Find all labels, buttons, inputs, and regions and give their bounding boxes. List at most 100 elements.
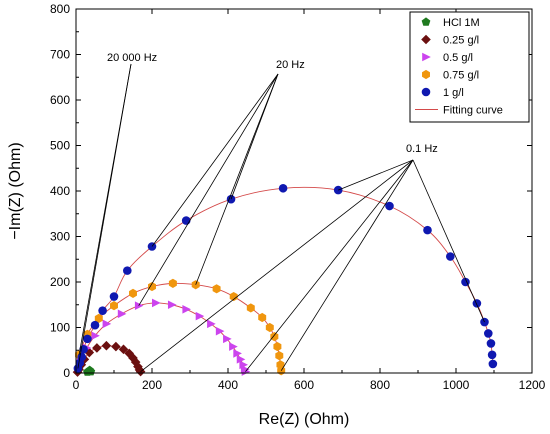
data-point <box>423 225 432 235</box>
legend-label-hcl-1m: HCl 1M <box>443 17 480 29</box>
data-point <box>487 350 497 360</box>
data-point <box>98 306 107 315</box>
y-tick-label: 400 <box>50 184 70 198</box>
x-tick-label: 1200 <box>519 378 546 392</box>
series-4 <box>73 183 498 373</box>
data-point <box>130 357 141 367</box>
legend-box <box>409 11 530 123</box>
data-point <box>265 322 274 333</box>
data-point <box>486 339 496 348</box>
data-point <box>472 299 482 308</box>
data-point <box>123 266 132 275</box>
y-tick-label: 700 <box>50 48 70 62</box>
leader-20000-hz <box>78 63 132 355</box>
leader-20-hz <box>151 73 279 247</box>
data-point <box>215 326 225 336</box>
data-point <box>111 341 121 352</box>
legend-label-fitting-curve: Fitting curve <box>443 105 503 117</box>
data-point <box>275 351 284 361</box>
data-point <box>258 312 267 323</box>
legend-label-0-5: 0.5 g/l <box>443 52 473 64</box>
data-point <box>385 201 394 211</box>
data-point <box>102 319 112 329</box>
annotation-20000-hz: 20 000 Hz <box>107 52 157 64</box>
data-point <box>488 359 498 369</box>
x-tick-label: 600 <box>294 378 314 392</box>
data-point <box>278 183 288 193</box>
data-point <box>152 298 161 308</box>
leader-0-1-hz <box>280 159 414 371</box>
y-tick-label: 600 <box>50 93 70 107</box>
data-point <box>229 291 238 302</box>
data-point <box>101 340 112 351</box>
leader-20-hz <box>195 73 279 285</box>
data-point <box>207 319 216 329</box>
y-tick-label: 200 <box>50 275 70 289</box>
y-tick-label: 0 <box>63 366 70 380</box>
y-tick-label: 800 <box>50 2 70 16</box>
leader-0-1-hz <box>140 159 414 372</box>
legend-marker <box>422 52 431 62</box>
data-point <box>182 305 191 314</box>
fitting-curve-series-3 <box>78 282 282 371</box>
x-axis-title: Re(Z) (Ohm) <box>259 411 350 428</box>
fitting-curves-layer <box>77 186 494 373</box>
leader-0-1-hz <box>245 159 414 372</box>
y-tick-label: 100 <box>50 321 70 335</box>
legend-marker <box>422 69 430 80</box>
leader-0-1-hz <box>338 159 414 191</box>
data-point <box>77 352 86 362</box>
series-layer <box>72 183 498 377</box>
x-tick-label: 400 <box>218 378 238 392</box>
y-tick-label: 300 <box>50 230 70 244</box>
x-tick-label: 0 <box>73 378 80 392</box>
annotation-layer: 20 000 Hz 20 Hz 0.1 Hz <box>77 52 485 372</box>
leader-20-hz <box>138 73 279 306</box>
data-point <box>92 343 102 353</box>
data-point <box>484 329 493 338</box>
data-point <box>273 342 282 352</box>
data-point <box>94 313 103 323</box>
annotation-0-1-hz: 0.1 Hz <box>406 143 438 155</box>
legend-label-0-75: 0.75 g/l <box>443 70 479 82</box>
data-point <box>246 303 255 313</box>
leader-0-1-hz <box>412 159 485 323</box>
x-tick-label: 800 <box>370 378 390 392</box>
y-axis-title: −Im(Z) (Ohm) <box>7 142 24 239</box>
data-point <box>124 348 134 359</box>
legend-marker <box>421 34 431 45</box>
data-point <box>91 331 100 340</box>
x-tick-label: 1000 <box>443 378 470 392</box>
data-point <box>109 292 119 301</box>
y-tick-label: 500 <box>50 139 70 153</box>
data-point <box>480 317 489 327</box>
data-point <box>233 349 242 358</box>
legend-label-0-25: 0.25 g/l <box>443 35 479 47</box>
data-point <box>270 332 279 342</box>
data-point <box>134 301 144 310</box>
data-point <box>118 344 129 355</box>
x-tick-label: 200 <box>142 378 162 392</box>
axis-layer: Re(Z) (Ohm) −Im(Z) (Ohm) 0 200 400 600 800 10… <box>7 2 546 428</box>
data-point <box>129 288 137 298</box>
legend-label-1: 1 g/l <box>443 87 464 99</box>
data-point <box>167 300 177 310</box>
legend-marker <box>421 87 431 97</box>
legend-marker <box>421 17 431 26</box>
data-point <box>195 311 205 321</box>
data-point <box>446 252 455 261</box>
data-point <box>236 355 246 364</box>
data-point <box>168 278 177 288</box>
annotation-20-hz: 20 Hz <box>276 59 305 71</box>
data-point <box>181 216 191 225</box>
data-point <box>148 281 156 292</box>
data-point <box>212 284 221 294</box>
data-point <box>229 342 238 351</box>
data-point <box>110 301 118 311</box>
data-point <box>128 353 138 363</box>
data-point <box>223 334 232 344</box>
fitting-curve-series-4 <box>77 186 494 369</box>
data-point <box>90 320 100 330</box>
data-point <box>117 309 127 319</box>
